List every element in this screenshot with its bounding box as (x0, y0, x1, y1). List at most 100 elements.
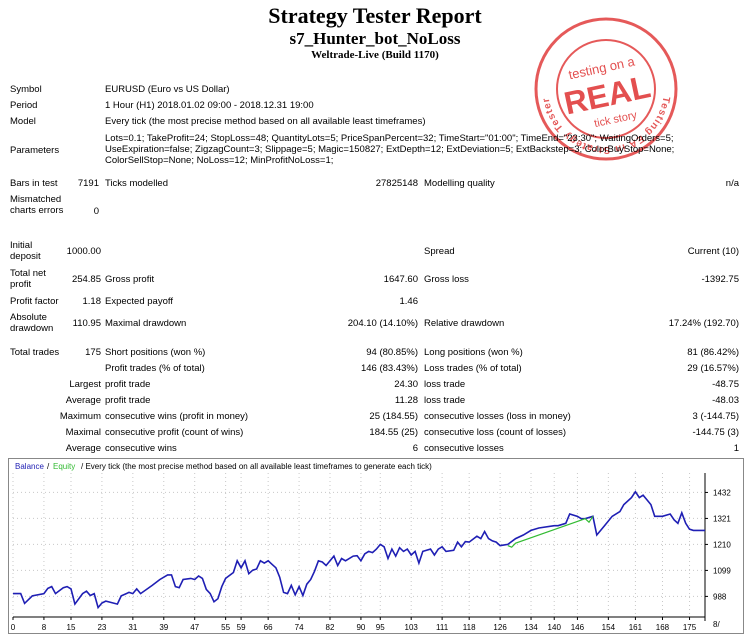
period-label: Period (10, 100, 38, 111)
x-tick-label: 39 (159, 623, 168, 632)
total-trades-label: Total trades (10, 347, 60, 358)
parameters-value: Lots=0.1; TakeProfit=24; StopLoss=48; Qu… (105, 133, 675, 166)
expected-payoff-label: Expected payoff (105, 296, 173, 307)
x-tick-label: 23 (97, 623, 106, 632)
absolute-drawdown-label: Absolute drawdown (10, 312, 54, 334)
max-consecutive-wins-label: consecutive wins (profit in money) (105, 411, 249, 422)
gross-profit-value: 1647.60 (383, 274, 418, 285)
average-cons-label: Average (65, 443, 101, 454)
y-tick-label: 1321 (713, 514, 731, 523)
loss-trades-value: 29 (16.57%) (687, 363, 739, 374)
short-positions-label: Short positions (won %) (105, 347, 206, 358)
x-tick-label: 8 (42, 623, 47, 632)
model-label: Model (10, 116, 36, 127)
model-value: Every tick (the most precise method base… (105, 116, 426, 127)
x-tick-label: 47 (190, 623, 199, 632)
balance-chart: Balance / Equity / Every tick (the most … (8, 458, 744, 634)
expected-payoff-value: 1.46 (399, 296, 419, 307)
largest-label: Largest (69, 379, 101, 390)
maximal-label: Maximal (65, 427, 101, 438)
x-tick-label: 59 (237, 623, 246, 632)
deposit-value: 1000.00 (66, 246, 101, 257)
profit-factor-label: Profit factor (10, 296, 59, 307)
relative-drawdown-label: Relative drawdown (424, 318, 505, 329)
spread-value: Current (10) (687, 246, 739, 257)
average-label: Average (65, 395, 101, 406)
mismatch-label: Mismatched charts errors (10, 194, 64, 216)
y-tick-label: 1210 (713, 540, 731, 549)
symbol-value: EURUSD (Euro vs US Dollar) (105, 84, 230, 95)
x-tick-label: 0 (11, 623, 16, 632)
average-loss-value: -48.03 (712, 395, 739, 406)
ticks-value: 27825148 (375, 178, 418, 189)
y-tick-label: 988 (713, 592, 727, 601)
total-trades-value: 175 (85, 347, 101, 358)
report-subtitle: s7_Hunter_bot_NoLoss (289, 29, 461, 48)
x-tick-label: 118 (463, 623, 476, 632)
x-tick-label: 175 (683, 623, 697, 632)
max-consecutive-losses-label: consecutive losses (loss in money) (424, 411, 571, 422)
largest-loss-value: -48.75 (712, 379, 739, 390)
report-title: Strategy Tester Report (268, 3, 482, 28)
avg-consecutive-losses-value: 1 (733, 443, 739, 454)
quality-label: Modelling quality (424, 178, 495, 189)
bars-label: Bars in test (10, 178, 58, 189)
report-server: Weltrade-Live (Build 1170) (311, 49, 439, 61)
legend-balance: Balance (15, 462, 44, 471)
x-tick-label: 15 (67, 623, 76, 632)
maximal-consecutive-loss-value: -144.75 (3) (692, 427, 739, 438)
average-profit-value: 11.28 (394, 395, 418, 406)
profit-trades-value: 146 (83.43%) (360, 363, 418, 374)
spread-label: Spread (424, 246, 455, 257)
long-positions-value: 81 (86.42%) (687, 347, 739, 358)
ticks-label: Ticks modelled (105, 178, 169, 189)
balance-line (13, 490, 705, 610)
bars-value: 7191 (77, 178, 99, 189)
x-tick-label: 55 (221, 623, 230, 632)
x-tick-label: 134 (524, 623, 538, 632)
period-value: 1 Hour (H1) 2018.01.02 09:00 - 2018.12.3… (105, 100, 314, 111)
deposit-label: Initial deposit (10, 240, 41, 262)
maximal-drawdown-label: Maximal drawdown (105, 318, 187, 329)
quality-value: n/a (725, 178, 739, 189)
x-tick-label: 95 (376, 623, 385, 632)
avg-consecutive-wins-value: 6 (412, 443, 418, 454)
legend-separator: / (47, 462, 50, 471)
x-tick-label: 82 (326, 623, 335, 632)
relative-drawdown-value: 17.24% (192.70) (668, 318, 739, 329)
avg-consecutive-losses-label: consecutive losses (424, 443, 504, 454)
x-tick-label: 103 (405, 623, 419, 632)
maximal-drawdown-value: 204.10 (14.10%) (347, 318, 418, 329)
maximal-consecutive-loss-label: consecutive loss (count of losses) (424, 427, 567, 438)
x-tick-label: 168 (656, 623, 670, 632)
real-tick-stamp: Testing EA in Strategy Tester testing on… (534, 17, 678, 161)
maximal-consecutive-profit-label: consecutive profit (count of wins) (105, 427, 244, 438)
legend-equity: Equity (53, 462, 75, 471)
x-tick-label: 126 (493, 623, 507, 632)
x-tick-label: 66 (264, 623, 273, 632)
max-consecutive-wins-value: 25 (184.55) (369, 411, 418, 422)
x-tick-label: 154 (602, 623, 616, 632)
max-consecutive-losses-value: 3 (-144.75) (692, 411, 739, 422)
long-positions-label: Long positions (won %) (424, 347, 523, 358)
balance-chart-svg: Balance / Equity / Every tick (the most … (11, 462, 732, 632)
average-loss-label: loss trade (424, 395, 466, 406)
x-tick-label: 161 (629, 623, 643, 632)
legend-description: / Every tick (the most precise method ba… (81, 462, 432, 471)
y-tick-label: 1099 (713, 566, 731, 575)
largest-profit-value: 24.30 (394, 379, 418, 390)
x-tick-label: 31 (128, 623, 137, 632)
gross-loss-value: -1392.75 (701, 274, 739, 285)
gross-profit-label: Gross profit (105, 274, 155, 285)
profit-trades-label: Profit trades (% of total) (105, 363, 205, 374)
y-axis-extra-label: 8/ (713, 620, 720, 629)
equity-line (507, 515, 594, 548)
x-tick-label: 111 (436, 623, 449, 632)
gross-loss-label: Gross loss (424, 274, 469, 285)
avg-consecutive-wins-label: consecutive wins (105, 443, 177, 454)
net-profit-label: Total net profit (10, 268, 46, 290)
mismatch-value: 0 (93, 206, 99, 217)
parameters-label: Parameters (10, 145, 60, 156)
net-profit-value: 254.85 (71, 274, 101, 285)
x-tick-label: 140 (548, 623, 562, 632)
